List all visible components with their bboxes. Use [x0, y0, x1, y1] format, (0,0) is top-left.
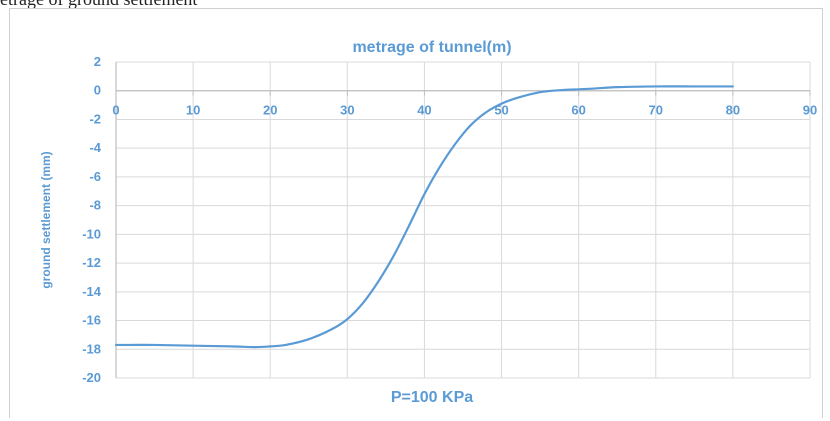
y-axis-label: ground settlement (mm) — [39, 151, 53, 288]
y-tick-label: -20 — [82, 370, 101, 385]
grid-lines — [115, 61, 811, 379]
settlement-series-line — [114, 85, 734, 349]
x-tick-label: 80 — [726, 103, 740, 118]
chart-frame — [9, 8, 823, 418]
x-tick-label: 90 — [803, 103, 817, 118]
y-tick-label: -2 — [89, 111, 101, 126]
y-tick-label: 2 — [94, 54, 101, 69]
x-axis-label: P=100 KPa — [391, 389, 473, 406]
y-tick-label: -10 — [82, 226, 101, 241]
y-tick-label: -18 — [82, 341, 101, 356]
x-tick-label: 30 — [340, 103, 354, 118]
chart-title: metrage of tunnel(m) — [352, 39, 511, 56]
x-tick-label: 60 — [571, 103, 585, 118]
y-tick-label: -12 — [82, 255, 101, 270]
y-tick-label: -4 — [89, 140, 101, 155]
y-tick-label: -8 — [89, 198, 101, 213]
x-tick-label: 10 — [186, 103, 200, 118]
x-tick-label: 40 — [417, 103, 431, 118]
clipped-header-text: etrage of ground settlement — [0, 0, 197, 10]
y-tick-label: 0 — [94, 83, 101, 98]
x-tick-label: 20 — [263, 103, 277, 118]
y-tick-label: -16 — [82, 313, 101, 328]
series-layer — [114, 85, 734, 349]
axes — [115, 62, 811, 378]
x-tick-label: 0 — [112, 103, 119, 118]
y-tick-label: -14 — [82, 284, 102, 299]
x-tick-labels: 0 10 20 30 40 50 60 70 80 90 — [112, 103, 817, 118]
y-tick-label: -6 — [89, 169, 101, 184]
x-tick-label: 70 — [649, 103, 663, 118]
y-tick-labels: 2 0 -2 -4 -6 -8 -10 -12 -14 -16 -18 -20 — [82, 54, 102, 385]
